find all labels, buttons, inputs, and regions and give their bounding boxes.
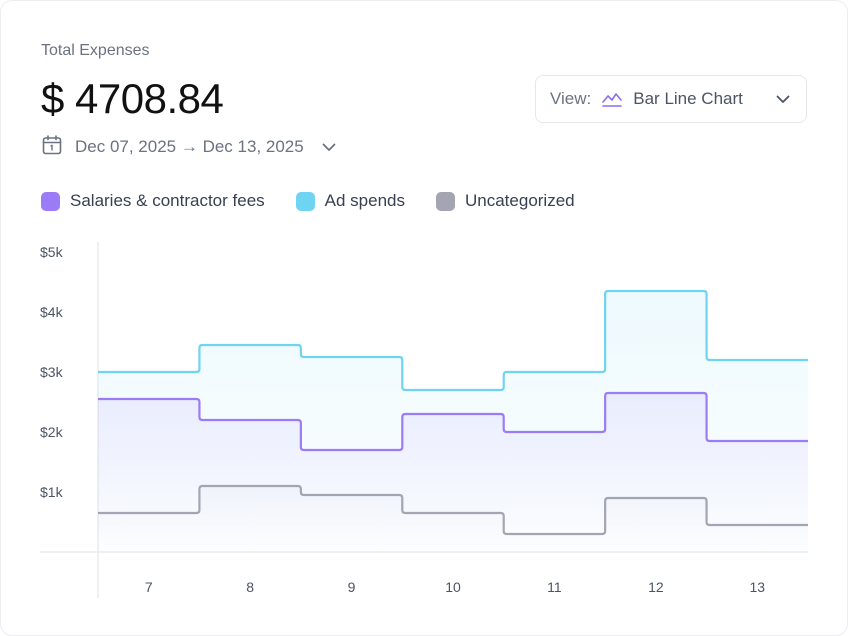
chevron-down-icon	[774, 90, 792, 108]
legend-item[interactable]: Ad spends	[295, 191, 405, 211]
chevron-down-icon	[320, 138, 338, 156]
y-tick-label: $1k	[40, 484, 64, 500]
x-tick-label: 7	[145, 579, 153, 595]
x-tick-label: 11	[547, 579, 562, 595]
area-chart-icon	[601, 88, 623, 110]
total-amount: $ 4708.84	[41, 75, 224, 122]
y-tick-label: $5k	[40, 244, 64, 260]
x-tick-label: 9	[348, 579, 356, 595]
view-select-button[interactable]: View: Bar Line Chart	[535, 75, 807, 123]
legend-swatch	[295, 191, 315, 211]
legend-label: Ad spends	[324, 191, 405, 210]
calendar-icon	[41, 134, 63, 161]
card-title: Total Expenses	[41, 42, 150, 59]
series-area	[98, 486, 808, 552]
legend-swatch	[41, 191, 60, 211]
legend-item[interactable]: Uncategorized	[436, 191, 575, 211]
y-tick-label: $3k	[40, 364, 64, 380]
series-line	[98, 484, 808, 536]
y-tick-label: $2k	[40, 424, 64, 440]
series-line	[98, 289, 808, 392]
view-select-value: Bar Line Chart	[633, 89, 743, 108]
legend-label: Uncategorized	[465, 191, 575, 210]
legend-item[interactable]: Salaries & contractor fees	[41, 191, 265, 211]
x-tick-label: 8	[246, 579, 254, 595]
chart-legend: Salaries & contractor fees Ad spends Uncat…	[41, 189, 606, 213]
date-range-picker[interactable]: Dec 07, 2025 → Dec 13, 2025	[41, 134, 338, 161]
legend-swatch	[436, 191, 455, 211]
x-tick-label: 10	[445, 579, 461, 595]
x-tick-label: 12	[648, 579, 664, 595]
legend-label: Salaries & contractor fees	[70, 191, 265, 210]
date-range-text: Dec 07, 2025 → Dec 13, 2025	[75, 137, 304, 156]
y-tick-label: $4k	[40, 304, 64, 320]
view-select-label: View:	[550, 89, 592, 108]
series-line	[98, 391, 808, 452]
x-tick-label: 13	[749, 579, 765, 595]
